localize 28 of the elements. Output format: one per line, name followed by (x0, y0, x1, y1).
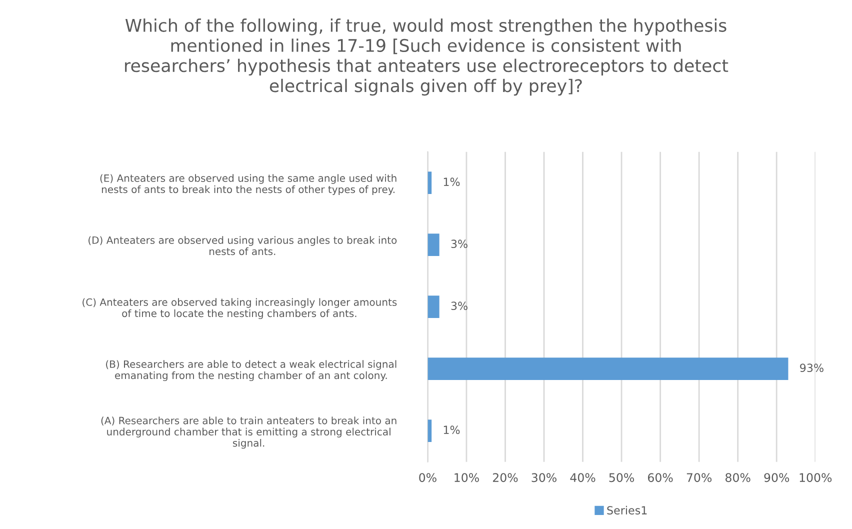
bar (428, 296, 440, 318)
x-tick-label: 100% (800, 473, 832, 482)
data-label: 3% (451, 302, 468, 310)
y-tick-label: (E) Anteaters are observed using the same angle used with nests of ants to break into the nests of other types of prey. (100, 174, 396, 196)
x-tick-label: 30% (532, 473, 556, 482)
data-label: 93% (800, 364, 824, 372)
bar (428, 172, 432, 194)
bar (428, 420, 432, 442)
x-tick-label: 50% (609, 473, 634, 482)
bar (428, 234, 440, 256)
x-tick-label: 80% (726, 473, 750, 482)
x-tick-label: 90% (764, 473, 790, 482)
x-tick-label: 70% (686, 473, 712, 482)
x-tick-label: 60% (648, 473, 673, 482)
y-tick-label: (B) Researchers are able to detect a weak electrical signal emanating from the nesting chamber of an ant colony. (106, 360, 396, 382)
bar (428, 358, 788, 380)
legend-label: Series1 (607, 506, 647, 515)
y-tick-label: (A) Researchers are able to train anteaters to break into an underground chamber that is emitting a strong electrical signal. (101, 416, 396, 449)
x-tick-label: 20% (492, 473, 518, 482)
x-tick-label: 10% (454, 473, 479, 482)
x-tick-label: 40% (570, 473, 596, 482)
data-label: 1% (444, 426, 460, 434)
data-label: 1% (444, 178, 460, 186)
y-tick-label: (C) Anteaters are observed taking increasingly longer amounts of time to locate the nesting chambers of ants. (82, 298, 397, 320)
y-tick-label: (D) Anteaters are observed using various angles to break into nests of ants. (88, 236, 397, 256)
chart-title: Which of the following, if true, would most strengthen the hypothesis mentioned in lines 17-19 [Such evidence is consistent with researchers’ hypothesis that anteaters use electroreceptors to detect electrical signals given off by prey]? (125, 18, 728, 96)
data-label: 3% (451, 240, 468, 248)
x-tick-label: 0% (419, 473, 436, 482)
